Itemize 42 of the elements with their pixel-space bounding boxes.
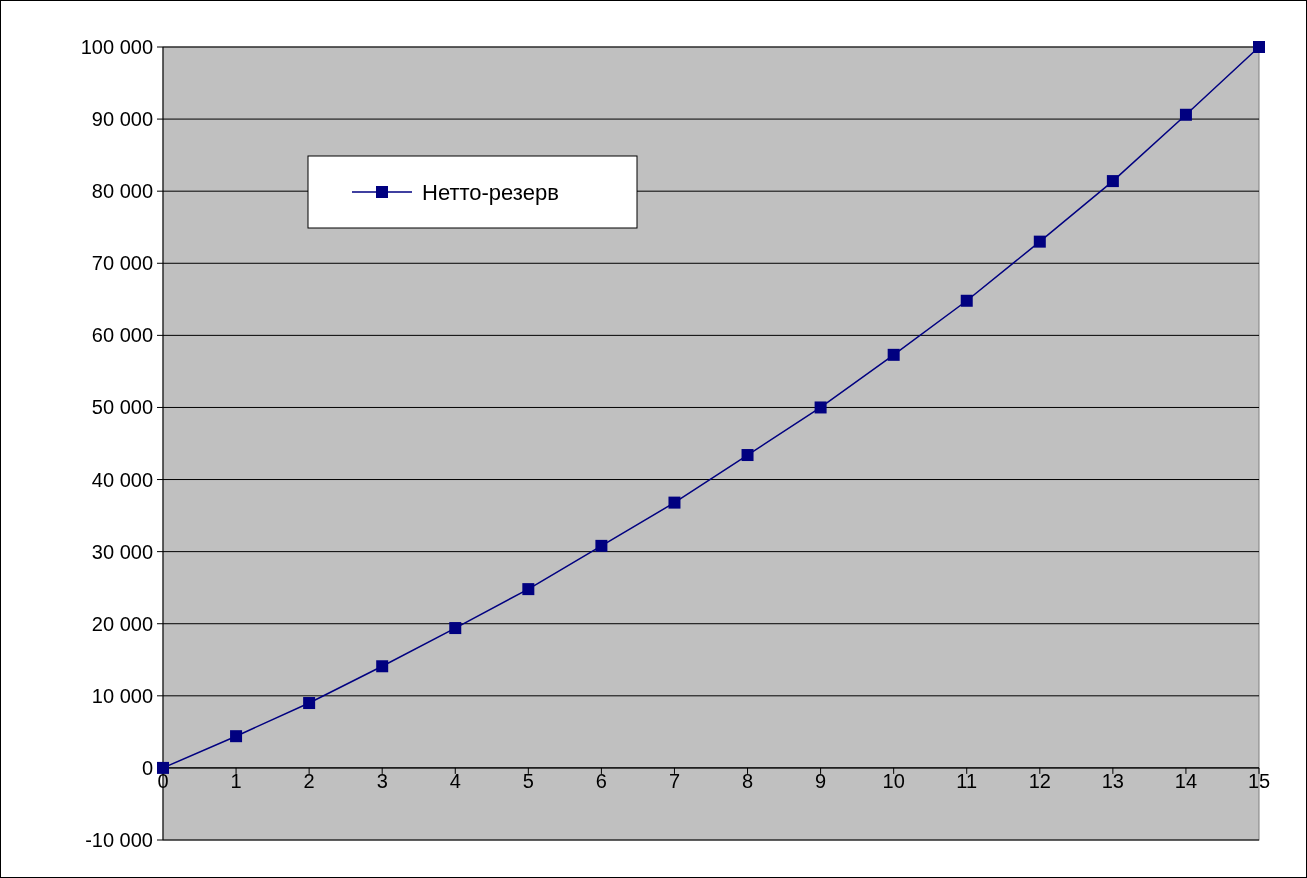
point xyxy=(1033,235,1046,248)
y-tick-label: -10 000 xyxy=(85,829,153,851)
y-tick-label: 100 000 xyxy=(80,36,153,58)
point xyxy=(522,583,535,596)
x-tick-label: 14 xyxy=(1174,769,1198,792)
y-tick-label: 80 000 xyxy=(91,180,153,203)
x-tick-label: 8 xyxy=(741,769,754,792)
y-tick-label: 70 000 xyxy=(91,252,153,275)
y-tick-label: 10 000 xyxy=(91,684,153,707)
point xyxy=(376,660,389,673)
x-tick-label: 2 xyxy=(303,769,315,792)
x-tick-label: 3 xyxy=(376,769,388,792)
y-tick-label: 20 000 xyxy=(91,612,153,635)
point xyxy=(1253,41,1265,53)
point xyxy=(960,294,973,307)
y-tick-label: 30 000 xyxy=(91,540,153,563)
point xyxy=(1106,175,1119,188)
point xyxy=(1179,108,1192,121)
x-tick-label: 12 xyxy=(1028,769,1051,792)
point xyxy=(449,622,462,635)
y-tick-label: 90 000 xyxy=(91,108,153,131)
x-tick-label: 9 xyxy=(815,769,827,792)
point xyxy=(887,348,900,361)
y-tick-label: 50 000 xyxy=(91,396,153,419)
x-tick-label: 5 xyxy=(522,769,534,792)
legend-label: Нетто-резерв xyxy=(422,179,559,205)
x-tick-label: 11 xyxy=(956,769,978,792)
point xyxy=(741,449,754,462)
y-tick-label: 40 000 xyxy=(91,468,153,491)
point xyxy=(303,697,316,710)
x-tick-label: 7 xyxy=(668,769,681,792)
x-tick-label: 1 xyxy=(230,769,242,792)
point xyxy=(595,539,608,552)
y-tick-label: 60 000 xyxy=(91,324,153,347)
x-tick-label: 13 xyxy=(1101,769,1124,792)
point xyxy=(814,401,827,414)
x-tick-label: 6 xyxy=(595,769,607,792)
x-tick-label: 10 xyxy=(882,769,905,792)
x-tick-label: 4 xyxy=(449,769,461,792)
point xyxy=(230,730,243,743)
point xyxy=(668,496,681,509)
x-tick-label: 15 xyxy=(1247,769,1271,792)
